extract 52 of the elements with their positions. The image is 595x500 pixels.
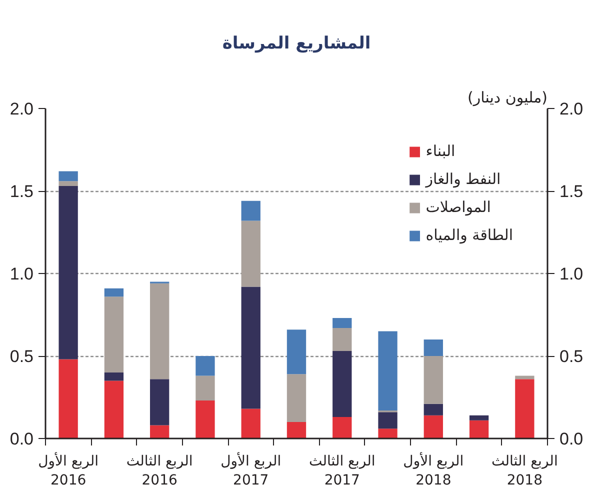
bar xyxy=(150,379,170,426)
bar xyxy=(241,220,260,287)
bar xyxy=(104,372,124,381)
legend-label: النفط والغاز xyxy=(426,170,501,188)
bar xyxy=(332,417,352,438)
bar xyxy=(104,380,124,438)
bar xyxy=(104,296,124,372)
chart-title: المشاريع المرساة xyxy=(222,34,371,54)
bar xyxy=(378,428,398,438)
bar xyxy=(424,340,443,356)
bar xyxy=(286,374,306,422)
bar xyxy=(332,328,352,352)
y2-tick-label: 0.0 xyxy=(560,430,584,448)
y-tick-label: 1.5 xyxy=(10,182,34,201)
y2-tick-label: 1.5 xyxy=(560,182,584,201)
legend-label: البناء xyxy=(426,142,456,160)
bar xyxy=(424,404,443,416)
bar xyxy=(196,400,215,438)
bar xyxy=(58,171,78,182)
bar xyxy=(150,283,170,380)
bar xyxy=(58,186,78,360)
y2-axis-title: (مليون دينار) xyxy=(468,88,548,106)
bar xyxy=(286,422,306,438)
y-tick-label: 0.0 xyxy=(10,430,34,448)
bar xyxy=(469,420,489,438)
y2-tick-label: 2.0 xyxy=(560,100,584,118)
y-tick-label: 1.0 xyxy=(10,264,34,284)
bar xyxy=(515,376,534,380)
bar xyxy=(241,408,260,438)
bar xyxy=(332,318,352,328)
y2-tick-label: 1.0 xyxy=(560,264,584,284)
bar xyxy=(332,351,352,418)
bar xyxy=(58,359,78,438)
bar xyxy=(424,356,443,404)
y-tick-label: 2.0 xyxy=(10,100,34,118)
legend-label: الطاقة والمياه xyxy=(426,226,513,244)
bar xyxy=(424,415,443,438)
bar xyxy=(241,200,260,221)
bar xyxy=(104,288,124,297)
bar xyxy=(196,376,215,401)
bar xyxy=(150,425,170,438)
bar xyxy=(378,331,398,410)
bar xyxy=(378,412,398,429)
y2-tick-label: 0.5 xyxy=(560,347,584,366)
bar xyxy=(286,330,306,374)
bar xyxy=(515,379,534,438)
bar xyxy=(469,415,489,420)
y-tick-label: 0.5 xyxy=(10,347,34,366)
bar xyxy=(196,356,215,376)
legend-label: المواصلات xyxy=(426,198,491,216)
bar xyxy=(58,181,78,186)
bar xyxy=(241,286,260,409)
